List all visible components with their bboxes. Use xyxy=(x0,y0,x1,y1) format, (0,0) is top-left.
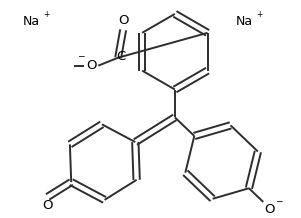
Text: −: − xyxy=(77,51,84,60)
Text: −: − xyxy=(275,196,283,206)
Text: O: O xyxy=(86,59,97,72)
Text: C: C xyxy=(116,50,126,63)
Text: +: + xyxy=(44,10,50,19)
Text: O: O xyxy=(118,14,129,27)
Text: O: O xyxy=(42,199,53,212)
Text: Na: Na xyxy=(23,15,40,28)
Text: O: O xyxy=(264,203,275,216)
Text: Na: Na xyxy=(235,15,253,28)
Text: +: + xyxy=(256,10,263,19)
